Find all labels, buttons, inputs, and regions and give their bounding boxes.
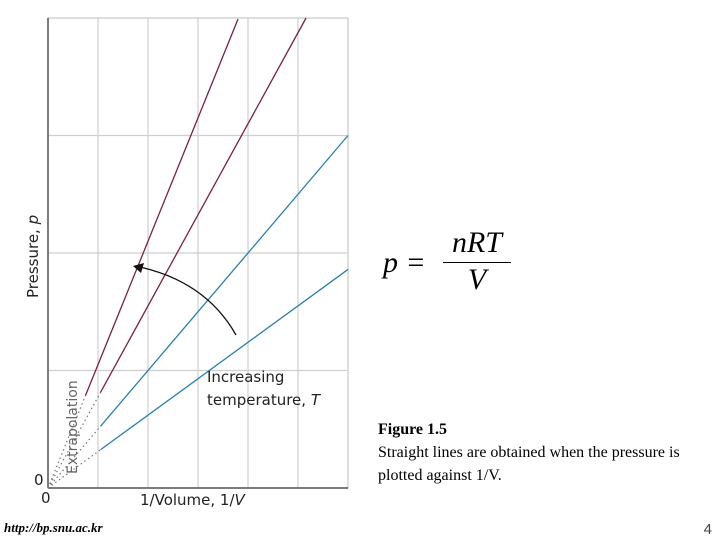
- formula-numerator: nRT: [451, 226, 502, 259]
- series-lines: [84, 17, 349, 451]
- series-line-1: [84, 18, 239, 396]
- y-axis-label: Pressure, p: [24, 215, 42, 298]
- annotation-line-1: Increasing: [207, 368, 284, 386]
- figure-caption: Figure 1.5 Straight lines are obtained w…: [378, 418, 708, 487]
- caption-body: Straight lines are obtained when the pre…: [378, 444, 680, 484]
- extrapolation-line-4: [47, 449, 101, 489]
- formula-lhs: p =: [383, 246, 426, 279]
- x-origin-label: 0: [41, 489, 51, 507]
- fraction-bar: [443, 262, 511, 263]
- extrapolation-label: Extrapolation: [65, 380, 81, 474]
- footer-url[interactable]: http://bp.snu.ac.kr: [4, 520, 103, 535]
- formula-denominator: V: [467, 263, 487, 296]
- series-line-3: [100, 135, 349, 427]
- page-number: 4: [703, 521, 712, 538]
- temperature-arrowhead: [133, 263, 144, 273]
- extrapolation-line-2: [47, 392, 102, 489]
- extrapolation-line-1: [47, 395, 87, 489]
- extrapolation-lines: [47, 392, 102, 489]
- extrapolation-line-3: [47, 425, 101, 489]
- series-line-2: [99, 17, 307, 393]
- formula-fraction: nRT V: [443, 226, 511, 297]
- caption-title: Figure 1.5: [378, 421, 448, 438]
- annotation-line-2: temperature, T: [207, 391, 322, 409]
- x-axis-label: 1/Volume, 1/V: [140, 491, 247, 509]
- series-line-4: [100, 268, 349, 451]
- temperature-arrow: [134, 265, 237, 336]
- plot-grid: [47, 17, 349, 489]
- y-origin-label: 0: [34, 471, 44, 489]
